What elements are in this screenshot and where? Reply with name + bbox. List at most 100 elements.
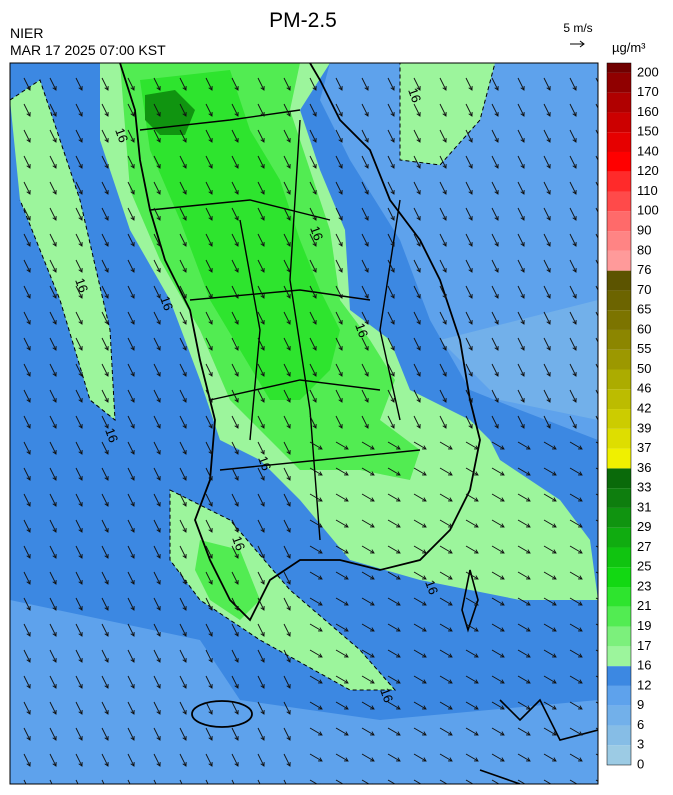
wind-arrow xyxy=(127,415,135,429)
colorbar-segment xyxy=(607,409,631,429)
wind-arrow xyxy=(101,779,105,784)
wind-arrow xyxy=(465,311,473,325)
contour-label: 16 xyxy=(307,224,326,243)
wind-arrow xyxy=(23,311,31,325)
colorbar-label: 140 xyxy=(637,143,659,158)
wind-arrow xyxy=(413,285,421,299)
wind-arrow xyxy=(283,77,291,91)
wind-arrow xyxy=(127,753,135,767)
colorbar-label: 29 xyxy=(637,519,651,534)
wind-arrow xyxy=(413,129,421,143)
wind-arrow xyxy=(413,493,427,502)
wind-arrow xyxy=(205,727,213,741)
wind-arrow xyxy=(335,623,349,632)
wind-arrow xyxy=(179,207,187,221)
wind-arrow xyxy=(231,597,239,611)
wind-arrow xyxy=(257,701,265,715)
wind-arrow xyxy=(153,701,161,715)
wind-arrow xyxy=(231,363,239,377)
wind-arrow xyxy=(153,467,161,481)
wind-arrow xyxy=(101,259,109,273)
wind-arrow xyxy=(127,337,135,351)
colorbar-label: 16 xyxy=(637,658,651,673)
wind-arrow xyxy=(101,545,109,559)
wind-arrow xyxy=(517,207,525,221)
colorbar-label: 65 xyxy=(637,302,651,317)
colorbar-label: 37 xyxy=(637,440,651,455)
wind-arrow xyxy=(283,415,291,429)
wind-arrow xyxy=(283,363,291,377)
wind-arrow xyxy=(569,545,583,554)
colorbar-label: 9 xyxy=(637,697,644,712)
wind-arrow xyxy=(127,103,135,117)
wind-arrow xyxy=(309,467,323,476)
wind-arrow xyxy=(309,493,323,502)
wind-arrow xyxy=(387,753,401,762)
wind-arrow xyxy=(517,675,531,684)
colorbar-label: 3 xyxy=(637,737,644,752)
wind-arrow xyxy=(361,77,369,91)
wind-arrow xyxy=(439,207,447,221)
wind-arrow xyxy=(517,649,531,658)
wind-arrow xyxy=(283,597,291,611)
wind-arrow xyxy=(75,389,83,403)
wind-arrow xyxy=(413,233,421,247)
wind-arrow xyxy=(179,519,187,533)
colorbar-label: 36 xyxy=(637,460,651,475)
wind-arrow xyxy=(179,337,187,351)
colorbar-segment xyxy=(607,290,631,311)
colorbar-frame xyxy=(606,62,632,766)
wind-arrow xyxy=(309,259,317,273)
wind-arrow xyxy=(543,701,557,710)
wind-arrow xyxy=(309,207,317,221)
wind-arrow xyxy=(127,233,135,247)
wind-arrow xyxy=(257,441,265,455)
wind-arrow xyxy=(569,519,583,528)
wind-arrow xyxy=(231,753,239,767)
wind-arrow xyxy=(335,597,349,606)
wind-arrow xyxy=(361,285,369,299)
wind-arrow xyxy=(517,181,525,195)
wind-arrow xyxy=(543,233,551,247)
wind-arrow xyxy=(387,727,401,736)
wind-arrow xyxy=(205,701,213,715)
wind-arrow xyxy=(283,675,291,689)
wind-arrow xyxy=(569,207,577,221)
wind-arrow xyxy=(205,337,213,351)
wind-arrow xyxy=(101,675,109,689)
wind-arrow xyxy=(439,701,453,710)
wind-arrow xyxy=(517,727,531,736)
wind-arrow xyxy=(179,77,187,91)
wind-arrow xyxy=(439,597,453,606)
wind-arrow xyxy=(153,727,161,741)
wind-arrow xyxy=(569,415,577,429)
wind-arrow xyxy=(179,597,187,611)
wind-arrow xyxy=(101,207,109,221)
wind-arrow xyxy=(49,155,57,169)
colorbar-segment xyxy=(607,329,631,350)
wind-arrow xyxy=(335,545,349,554)
colorbar-segment xyxy=(607,72,631,93)
wind-arrow xyxy=(543,129,551,143)
wind-arrow xyxy=(465,649,479,658)
wind-arrow xyxy=(75,363,83,377)
wind-arrow xyxy=(543,337,551,351)
wind-arrow xyxy=(517,129,525,143)
wind-arrow xyxy=(75,493,83,507)
wind-arrow xyxy=(543,363,551,377)
wind-arrow xyxy=(569,129,577,143)
wind-arrow xyxy=(413,545,427,554)
wind-arrow xyxy=(75,337,83,351)
wind-arrow xyxy=(101,77,109,91)
wind-arrow xyxy=(23,181,31,195)
wind-arrow xyxy=(335,415,343,429)
wind-arrow xyxy=(465,363,473,377)
wind-arrow xyxy=(283,311,291,325)
wind-arrow xyxy=(413,311,421,325)
colorbar-segment xyxy=(607,488,631,508)
wind-arrow xyxy=(309,571,323,580)
wind-arrow xyxy=(257,103,265,117)
wind-arrow xyxy=(23,675,31,689)
wind-arrow xyxy=(439,493,453,502)
wind-arrow xyxy=(439,103,447,117)
